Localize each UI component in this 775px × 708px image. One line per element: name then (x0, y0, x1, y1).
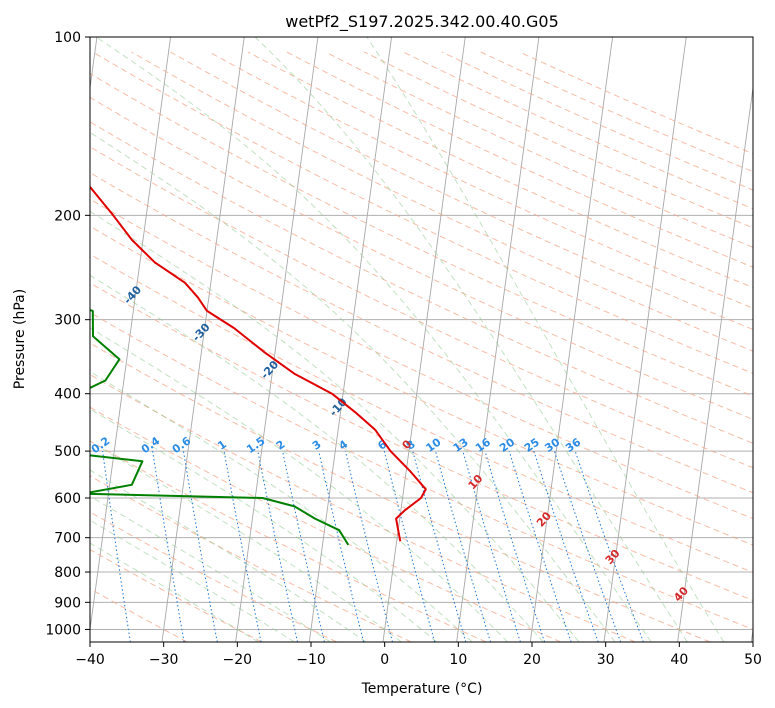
y-axis-title: Pressure (hPa) (12, 289, 28, 389)
mixing-ratio-line (533, 450, 599, 642)
x-tick-label: 30 (597, 652, 615, 668)
y-tick-label: 600 (54, 491, 81, 507)
temperature-profile-line (90, 185, 427, 542)
dry-adiabat-line (90, 374, 636, 642)
mixing-ratio-line (318, 450, 365, 642)
x-tick-label: 40 (670, 652, 688, 668)
moist-adiabat-line (254, 37, 688, 642)
y-tick-label: 200 (54, 208, 81, 224)
dry-adiabat-line (90, 311, 753, 631)
moist-adiabat-line (90, 440, 402, 642)
y-tick-label: 900 (54, 595, 81, 611)
y-tick-label: 400 (54, 387, 81, 403)
x-tick-label: 20 (523, 652, 541, 668)
y-tick-label: 500 (54, 444, 81, 460)
y-tick-label: 100 (54, 30, 81, 46)
plot-frame (89, 36, 754, 643)
x-tick-label: 50 (744, 652, 762, 668)
profile-lines (90, 185, 427, 546)
background-lines (90, 37, 753, 642)
dry-adiabat-line (90, 549, 263, 642)
mixing-ratio-line (553, 450, 622, 642)
dry-adiabat-line (90, 73, 753, 397)
moist-adiabat-line (90, 327, 508, 642)
dry-adiabat-line (90, 198, 753, 520)
x-tick-label: 0 (380, 652, 389, 668)
moist-adiabat-line (90, 542, 259, 642)
isotherm-line (456, 37, 540, 642)
isotherm-line (235, 37, 319, 642)
y-tick-label: 700 (54, 531, 81, 547)
moist-adiabat-line (90, 210, 580, 642)
dry-adiabat-line (208, 51, 753, 309)
y-tick-label: 800 (54, 565, 81, 581)
dry-adiabat-line (90, 282, 753, 602)
x-tick-label: −10 (296, 652, 326, 668)
dry-adiabat-line (170, 51, 753, 331)
isotherm-line (677, 84, 753, 642)
x-tick-label: −40 (75, 652, 105, 668)
dry-adiabat-line (90, 406, 561, 642)
isotherm-line (90, 37, 172, 633)
moist-adiabat-line (90, 519, 295, 642)
x-axis-title: Temperature (°C) (361, 681, 483, 697)
isotherm-line (161, 37, 245, 642)
mixing-ratio-line (344, 450, 393, 642)
dry-adiabat-line (90, 172, 753, 494)
mixing-ratio-line (462, 450, 521, 642)
dry-adiabat-line (90, 96, 753, 420)
moist-adiabat-line (90, 274, 544, 642)
mixing-ratio-line (508, 450, 572, 642)
mixing-ratio-line (257, 451, 298, 642)
isotherm-line (529, 37, 614, 642)
x-tick-label: −30 (149, 652, 179, 668)
dry-adiabat-line (90, 511, 337, 642)
mixing-ratio-line (223, 451, 262, 642)
moist-adiabat-line (366, 37, 725, 642)
mixing-ratio-line (383, 450, 436, 642)
dry-adiabat-line (90, 225, 753, 546)
dry-adiabat-line (90, 146, 753, 469)
moist-adiabat-line (90, 371, 473, 642)
y-tick-label: 300 (54, 313, 81, 329)
mixing-ratio-line (484, 450, 546, 642)
chart-title: wetPf2_S197.2025.342.00.40.G05 (285, 12, 559, 32)
x-tick-label: −20 (223, 652, 253, 668)
mixing-ratio-line (282, 451, 325, 642)
dry-adiabat-line (90, 253, 753, 573)
mixing-ratio-line (412, 450, 467, 642)
moist-adiabat-line (95, 37, 652, 642)
x-tick-label: 10 (449, 652, 467, 668)
mixing-ratio-line (435, 450, 492, 642)
isotherm-line (382, 37, 466, 642)
mixing-ratio-line (574, 450, 644, 642)
y-tick-label: 1000 (45, 622, 81, 638)
axis-ticks: −40 −30 −20 −10 0 10 20 30 40 50 100 200 300 400 500 60… (45, 30, 762, 668)
dewpoint-profile-line (90, 309, 350, 546)
